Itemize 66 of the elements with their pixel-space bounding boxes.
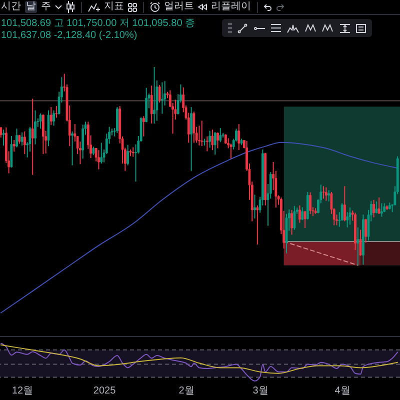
- candlestick: [364, 218, 368, 244]
- candlestick: [150, 85, 153, 124]
- candlestick: [238, 124, 240, 151]
- candlestick: [132, 146, 134, 158]
- candlestick: [71, 130, 74, 166]
- candlestick: [324, 186, 328, 202]
- candlestick: [346, 212, 349, 228]
- candlestick: [372, 199, 375, 218]
- candlestick: [298, 204, 301, 224]
- candlestick: [126, 144, 130, 166]
- candlestick: [2, 129, 5, 146]
- candlestick: [98, 150, 100, 170]
- candlestick: [378, 196, 380, 214]
- candlestick: [42, 114, 44, 155]
- candlestick: [380, 202, 383, 218]
- candlestick: [219, 128, 222, 143]
- candlestick: [100, 142, 103, 164]
- candlestick: [23, 130, 26, 155]
- candlestick: [290, 209, 293, 236]
- candlestick: [52, 110, 55, 126]
- toolbar: 시간 날 주 지표 얼러트 리플레이: [0, 0, 400, 15]
- candlestick: [309, 192, 312, 214]
- x-tick-label: 12월: [12, 386, 34, 396]
- candlestick: [0, 126, 2, 138]
- candlestick: [158, 84, 161, 103]
- candlestick: [343, 186, 346, 222]
- candlestick: [190, 106, 192, 172]
- candlestick: [34, 110, 36, 145]
- candlestick: [206, 136, 208, 152]
- candlestick: [145, 87, 148, 123]
- candlestick: [301, 206, 304, 221]
- candlestick: [192, 111, 196, 144]
- candlestick: [214, 132, 216, 156]
- candlestick: [39, 112, 42, 130]
- x-tick-label: 2월: [178, 386, 194, 396]
- candlestick: [31, 98, 34, 176]
- candlestick: [12, 139, 16, 152]
- candlestick: [306, 191, 309, 220]
- candlestick: [256, 204, 259, 245]
- candlestick: [142, 116, 145, 137]
- x-tick-label: 2025: [93, 386, 116, 396]
- candlestick: [16, 128, 18, 148]
- x-tick-label: 3월: [252, 386, 268, 396]
- candlestick: [20, 132, 24, 146]
- x-tick-label: 4월: [334, 386, 350, 396]
- candlestick: [10, 136, 13, 168]
- candlestick: [55, 106, 58, 118]
- candlestick: [348, 207, 352, 226]
- candlestick: [82, 124, 84, 160]
- text: 101,508.69 고 101,750.00 저 101,095.80 종 101,637.08 -2,128.40 (-2.10%): [1, 18, 196, 42]
- candlestick: [328, 190, 330, 202]
- candlestick: [50, 106, 52, 126]
- candlestick: [116, 106, 118, 134]
- candlestick: [322, 186, 325, 200]
- candlestick: [153, 67, 156, 124]
- candlestick: [293, 205, 296, 230]
- candlestick: [356, 226, 360, 266]
- candlestick: [161, 82, 164, 114]
- candlestick: [200, 120, 204, 147]
- candlestick: [375, 200, 378, 214]
- candlestick: [211, 129, 214, 151]
- candlestick: [216, 132, 219, 149]
- candlestick: [359, 229, 362, 256]
- candlestick: [304, 210, 306, 229]
- candlestick: [208, 130, 212, 148]
- candlestick: [254, 194, 256, 219]
